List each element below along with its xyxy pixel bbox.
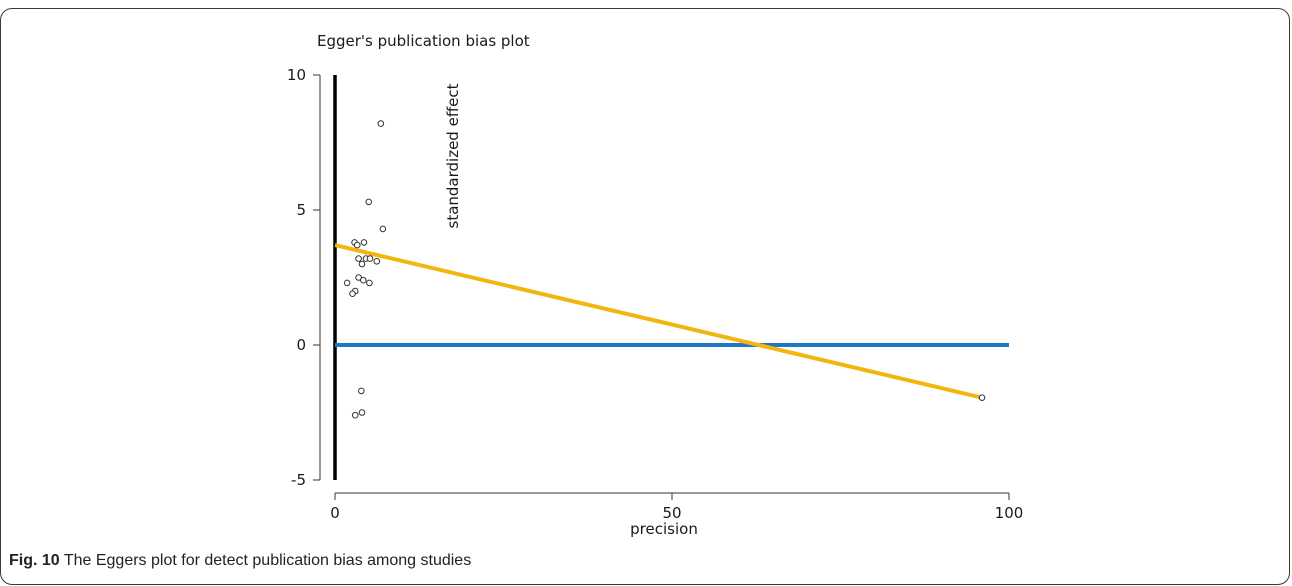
data-point (349, 290, 356, 298)
data-point (360, 239, 368, 246)
data-point (355, 255, 362, 262)
x-tick-label: 100 (995, 504, 1024, 522)
data-point (358, 409, 366, 416)
y-tick-label: 0 (296, 336, 306, 354)
data-point (353, 241, 361, 249)
x-tick-label: 0 (330, 504, 340, 522)
regression-line (334, 243, 983, 400)
data-point (978, 394, 986, 401)
y-axis-label: standardized effect (444, 83, 462, 228)
data-point (358, 260, 366, 268)
data-point (360, 276, 367, 284)
data-point (357, 387, 365, 395)
chart-title: Egger's publication bias plot (317, 32, 530, 50)
data-point (365, 198, 373, 206)
y-tick-label: -5 (291, 471, 306, 489)
y-tick-label: 5 (296, 201, 306, 219)
data-point (355, 274, 362, 281)
figure-caption-label: Fig. 10 (9, 552, 60, 569)
figure-frame (0, 8, 1290, 585)
y-tick-label: 10 (287, 66, 306, 84)
x-axis-label: precision (630, 520, 698, 538)
data-point (373, 258, 381, 265)
data-point (366, 255, 374, 262)
data-point (377, 120, 385, 127)
figure-caption: Fig. 10 The Eggers plot for detect publi… (9, 552, 471, 570)
data-point (379, 225, 387, 233)
figure-caption-text: The Eggers plot for detect publication b… (59, 552, 472, 569)
data-point (351, 411, 359, 419)
data-point (366, 279, 373, 287)
data-point (343, 279, 351, 287)
x-tick-label: 50 (662, 504, 681, 522)
